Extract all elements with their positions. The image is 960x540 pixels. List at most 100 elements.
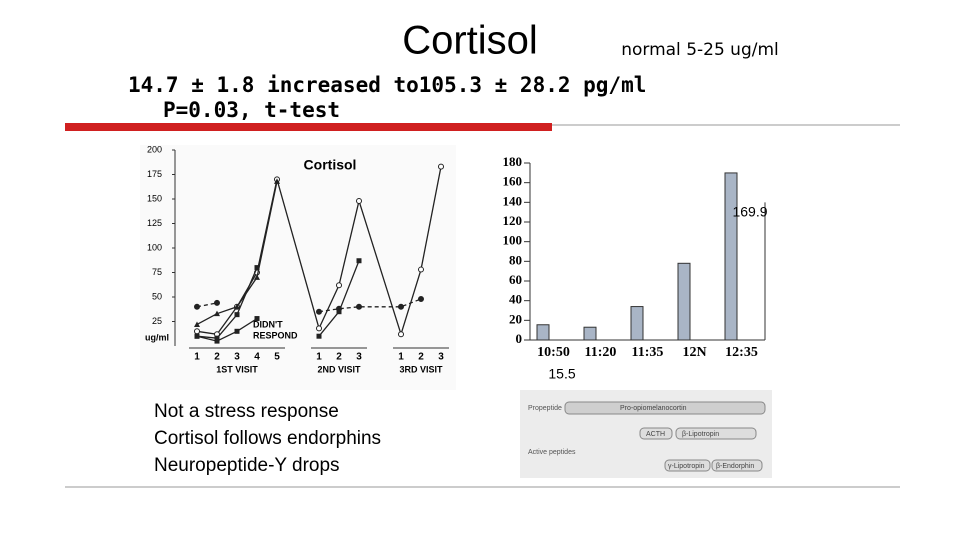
point [336, 305, 342, 312]
x-tick-label: 3 [234, 352, 240, 363]
point [356, 258, 362, 264]
y-tick-label: 100 [147, 242, 162, 252]
x-tick-label: 12:35 [725, 345, 758, 360]
point [194, 328, 200, 335]
y-axis-label: ug/ml [145, 332, 169, 342]
y-tick-label: 140 [503, 193, 523, 208]
annotation: DIDN'T [253, 319, 283, 329]
y-tick-label: 0 [516, 331, 523, 346]
x-tick-label: 5 [274, 352, 280, 363]
point [356, 197, 362, 204]
node-label: γ-Lipotropin [668, 463, 705, 470]
peptide-bar [675, 427, 757, 440]
y-tick-label: 150 [147, 193, 162, 203]
chart-title: Cortisol [304, 157, 357, 173]
diagram: Propeptide Active peptides Pro-opiomelan… [520, 390, 772, 478]
bar [536, 324, 550, 341]
series-line [196, 302, 218, 308]
y-tick-label: 80 [509, 252, 522, 267]
x-tick-label: 2 [336, 352, 342, 363]
y-tick-label: 180 [503, 154, 523, 169]
y-tick-label: 75 [152, 267, 162, 277]
group-label: 1ST VISIT [216, 364, 258, 374]
node-label: Pro-opiomelanocortin [620, 405, 687, 412]
point [274, 178, 280, 184]
y-tick-label: 25 [152, 316, 162, 326]
slide-title: Cortisol [402, 19, 538, 63]
y-tick-label: 160 [503, 174, 523, 189]
x-tick-label: 2 [214, 352, 220, 363]
point [316, 308, 322, 315]
y-tick-label: 20 [509, 311, 522, 326]
x-tick-label: 2 [418, 352, 424, 363]
point [194, 303, 200, 310]
note: Not a stress response [154, 401, 339, 422]
point [356, 303, 362, 310]
group-label: 3RD VISIT [399, 364, 443, 374]
annotation: RESPOND [253, 330, 298, 340]
chart-bg [140, 145, 456, 390]
point [254, 274, 260, 280]
point [336, 282, 342, 289]
point [418, 295, 424, 302]
point [194, 321, 200, 327]
row-label: Propeptide [528, 405, 562, 412]
bar [677, 262, 691, 341]
y-tick-label: 120 [503, 213, 523, 228]
point [234, 312, 240, 318]
y-tick-label: 40 [509, 292, 522, 307]
y-tick-label: 100 [503, 233, 523, 248]
result-text: 14.7 ± 1.8 increased to105.3 ± 28.2 pg/m… [128, 73, 646, 97]
series-line [196, 318, 258, 342]
peptide-bar [664, 459, 711, 472]
point [398, 303, 404, 310]
y-tick-label: 125 [147, 218, 162, 228]
y-tick-label: 50 [152, 291, 162, 301]
point [214, 335, 220, 341]
node-label: β-Endorphin [716, 463, 754, 470]
x-tick-label: 3 [356, 352, 362, 363]
point [418, 266, 424, 273]
x-tick-label: 12N [682, 345, 706, 360]
point [254, 265, 260, 271]
stats-text: P=0.03, t-test [163, 98, 340, 122]
note: Cortisol follows endorphins [154, 428, 381, 449]
point [214, 299, 220, 306]
bar [583, 326, 597, 341]
point [234, 328, 240, 334]
point [254, 316, 260, 322]
x-tick-label: 1 [316, 352, 322, 363]
data-label: 15.5 [548, 366, 575, 382]
node-label: β-Lipotropin [682, 431, 719, 438]
point [214, 338, 220, 344]
x-tick-label: 10:50 [537, 345, 570, 360]
normal-range: normal 5-25 ug/ml [621, 40, 779, 60]
note: Neuropeptide-Y drops [154, 455, 340, 476]
peptide-bar [639, 427, 673, 440]
y-tick-label: 60 [509, 272, 522, 287]
peptide-bar [564, 401, 766, 415]
x-tick-label: 11:35 [632, 345, 664, 360]
row-label: Active peptides [528, 449, 576, 456]
y-tick-label: 175 [147, 169, 162, 179]
x-tick-label: 4 [254, 352, 260, 363]
data-label: 169.9 [732, 204, 767, 220]
point [438, 163, 444, 170]
peptide-bar [711, 459, 763, 472]
x-tick-label: 3 [438, 352, 444, 363]
bar [724, 172, 738, 341]
point [316, 325, 322, 332]
y-tick-label: 200 [147, 144, 162, 154]
point [214, 310, 220, 317]
group-label: 2ND VISIT [317, 364, 361, 374]
point [194, 333, 200, 339]
x-tick-label: 11:20 [585, 345, 617, 360]
node-label: ACTH [646, 431, 665, 438]
bar [630, 306, 644, 341]
x-tick-label: 1 [194, 352, 200, 363]
x-tick-label: 1 [398, 352, 404, 363]
accent-bar [65, 123, 552, 131]
point [316, 333, 322, 339]
